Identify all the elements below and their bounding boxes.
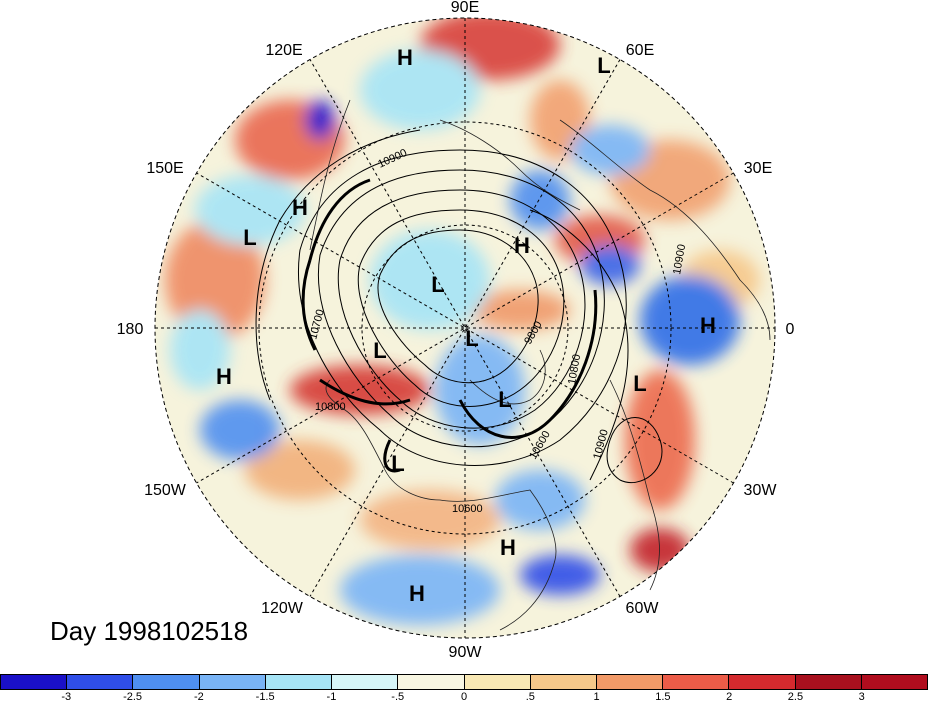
colorbar: -3 -2.5 -2 -1.5 -1 -.5 0 .5 1 1.5 2 2.5 3	[0, 674, 928, 704]
colorbar-tick-label: -1	[326, 691, 337, 703]
lon-label: 150E	[146, 160, 183, 177]
low-pressure-marker: L	[431, 272, 444, 297]
high-pressure-marker: H	[514, 233, 530, 258]
colorbar-tick-label: 1	[593, 691, 600, 703]
contour-label: 10800	[566, 353, 583, 385]
colorbar-tick-label: 2	[726, 691, 733, 703]
colorbar-swatch	[67, 675, 134, 689]
high-pressure-marker: H	[292, 195, 308, 220]
colorbar-tick-label: .5	[525, 691, 535, 703]
longitude-labels: 90E 60E 30E 0 30W 60W 90W 120W 150W 180 …	[117, 0, 795, 661]
colorbar-tick-label: -2	[193, 691, 204, 703]
colorbar-tick-label: 3	[858, 691, 865, 703]
lon-label: 120E	[265, 42, 302, 59]
polar-map: 90E 60E 30E 0 30W 60W 90W 120W 150W 180 …	[117, 0, 795, 661]
high-pressure-marker: H	[700, 313, 716, 338]
lon-label: 30W	[744, 482, 778, 499]
lon-label: 90E	[451, 0, 479, 16]
low-pressure-marker: L	[243, 225, 256, 250]
map-boundary	[154, 17, 776, 639]
colorbar-swatch	[1, 675, 68, 689]
colorbar-swatch	[663, 675, 730, 689]
lon-label: 30E	[744, 160, 772, 177]
colorbar-swatch	[530, 675, 597, 689]
high-pressure-marker: H	[500, 535, 516, 560]
coastlines	[309, 99, 771, 631]
low-pressure-marker: L	[633, 371, 646, 396]
high-pressure-marker: H	[397, 45, 413, 70]
lon-label: 180	[117, 321, 144, 338]
contour-label: 10900	[671, 243, 688, 275]
height-contours	[255, 129, 663, 484]
colorbar-swatch	[133, 675, 200, 689]
high-pressure-marker: H	[216, 364, 232, 389]
lon-label: 0	[786, 321, 795, 338]
pressure-system-markers: H L H L L H H L L L H L L H H	[216, 45, 716, 606]
high-pressure-marker: H	[409, 581, 425, 606]
colorbar-tick-label: 1.5	[655, 691, 671, 703]
colorbar-swatch	[795, 675, 862, 689]
colorbar-swatch	[398, 675, 465, 689]
colorbar-labels: -3 -2.5 -2 -1.5 -1 -.5 0 .5 1 1.5 2 2.5 3	[0, 690, 928, 704]
colorbar-swatch	[332, 675, 399, 689]
colorbar-swatch	[596, 675, 664, 689]
lon-label: 60E	[626, 42, 654, 59]
colorbar-tick-label: -1.5	[255, 691, 275, 703]
contour-label: 10800	[315, 401, 346, 413]
colorbar-swatch	[861, 675, 928, 689]
lon-label: 60W	[626, 600, 660, 617]
colorbar-tick-label: -3	[61, 691, 72, 703]
colorbar-swatch	[729, 675, 796, 689]
colorbar-tick-label: 0	[460, 691, 468, 703]
contour-label: 10600	[452, 503, 483, 515]
colorbar-tick-label: 2.5	[787, 691, 804, 703]
low-pressure-marker: L	[465, 326, 478, 351]
colorbar-tick-label: -.5	[391, 691, 405, 703]
low-pressure-marker: L	[373, 338, 386, 363]
low-pressure-marker: L	[391, 451, 404, 476]
date-title: Day 1998102518	[50, 616, 249, 646]
colorbar-swatch	[199, 675, 266, 689]
lon-label: 120W	[261, 600, 304, 617]
colorbar-swatch	[464, 675, 531, 689]
colorbar-swatch	[265, 675, 333, 689]
colorbar-swatches	[0, 674, 928, 690]
graticule	[155, 18, 775, 638]
colorbar-tick-label: -2.5	[123, 691, 143, 703]
lon-label: 150W	[144, 482, 187, 499]
low-pressure-marker: L	[597, 53, 610, 78]
lon-label: 90W	[449, 644, 483, 661]
low-pressure-marker: L	[498, 387, 511, 412]
